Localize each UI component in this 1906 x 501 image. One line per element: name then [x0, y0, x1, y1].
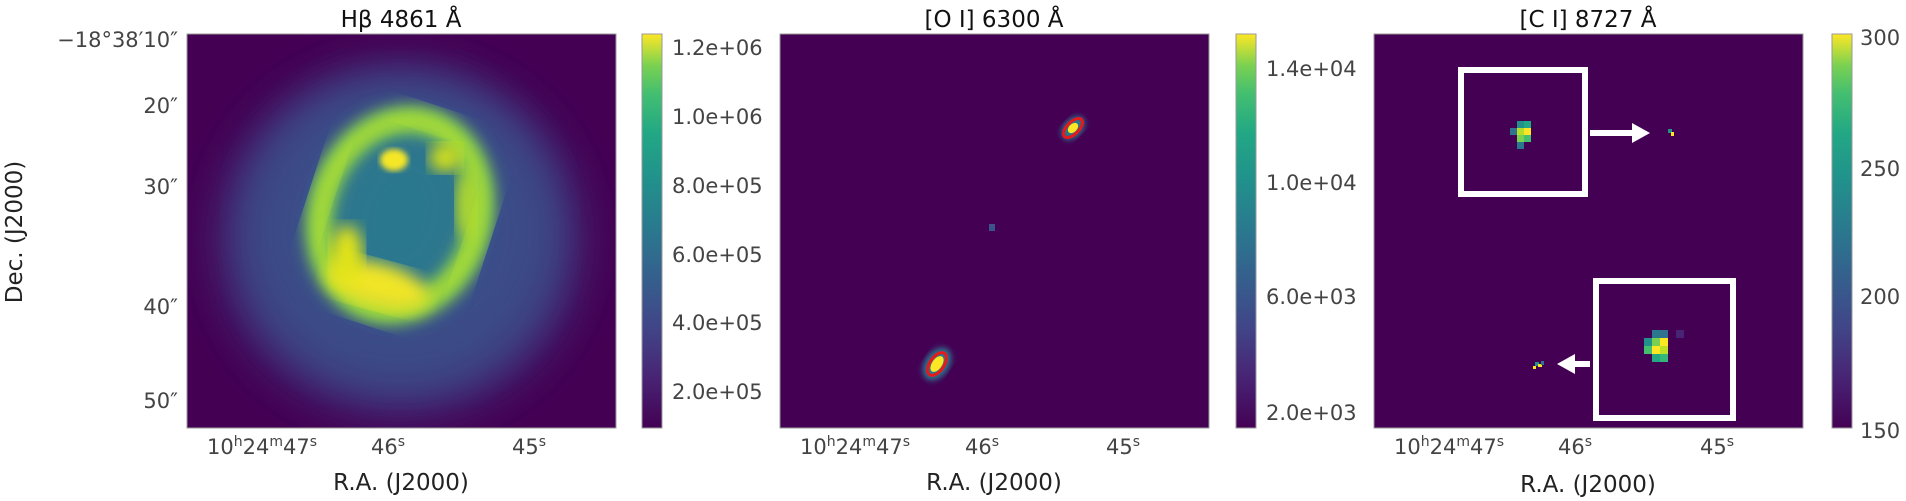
- colorbar-1-ticks: 2.0e+05 4.0e+05 6.0e+05 8.0e+05 1.0e+06 …: [672, 36, 763, 404]
- x-axis-label: R.A. (J2000): [1520, 472, 1656, 498]
- colorbar-tick: 1.0e+04: [1266, 171, 1357, 195]
- panel3-image: [1373, 33, 1804, 429]
- colorbar-tick: 4.0e+05: [672, 311, 763, 335]
- x-tick-label: 46s: [371, 434, 405, 459]
- colorbar-tick: 200: [1860, 285, 1900, 309]
- x-tick-label: 45s: [1106, 434, 1140, 459]
- y-tick-label: 30″: [143, 175, 178, 199]
- x-axis-label: R.A. (J2000): [333, 470, 469, 496]
- colorbar-tick: 300: [1860, 26, 1900, 50]
- panel1-image: [187, 34, 616, 428]
- oi-marker-upper: [1062, 117, 1084, 139]
- y-axis-label: Dec. (J2000): [2, 161, 28, 303]
- y-tick-label: 50″: [143, 389, 178, 413]
- panel2-title: [O I] 6300 Å: [924, 5, 1063, 33]
- oi-marker-lower: [926, 351, 948, 377]
- colorbar-tick: 2.0e+03: [1266, 401, 1357, 425]
- colorbar-tick: 150: [1860, 419, 1900, 443]
- y-tick-label: −18°38′10″: [57, 28, 178, 52]
- colorbar-tick: 1.4e+04: [1266, 57, 1357, 81]
- colorbar-3: [1831, 33, 1853, 429]
- x-tick-label: 46s: [1558, 434, 1592, 459]
- panel1-y-ticks: −18°38′10″ 20″ 30″ 40″ 50″: [57, 28, 178, 413]
- x-axis-label: R.A. (J2000): [926, 470, 1062, 496]
- x-tick-label: 45s: [1700, 434, 1734, 459]
- x-tick-label: 10h24m47s: [1394, 434, 1504, 459]
- colorbar-1: [641, 33, 663, 429]
- panel3-x-ticks: 10h24m47s 46s 45s: [1394, 434, 1734, 459]
- x-tick-label: 10h24m47s: [800, 434, 910, 459]
- colorbar-2-ticks: 2.0e+03 6.0e+03 1.0e+04 1.4e+04: [1266, 57, 1357, 425]
- panel2-x-ticks: 10h24m47s 46s 45s: [800, 434, 1140, 459]
- panel3-title: [C I] 8727 Å: [1520, 5, 1657, 33]
- colorbar-tick: 1.0e+06: [672, 105, 763, 129]
- colorbar-tick: 6.0e+03: [1266, 285, 1357, 309]
- panel1-title: Hβ 4861 Å: [341, 5, 462, 33]
- colorbar-tick: 250: [1860, 157, 1900, 181]
- panel1-x-ticks: 10h24m47s 46s 45s: [207, 434, 546, 459]
- y-tick-label: 40″: [143, 295, 178, 319]
- colorbar-tick: 2.0e+05: [672, 380, 763, 404]
- inset-upper-pixels: [1510, 121, 1531, 149]
- y-tick-label: 20″: [143, 94, 178, 118]
- x-tick-label: 46s: [965, 434, 999, 459]
- colorbar-2: [1235, 33, 1257, 429]
- x-tick-label: 10h24m47s: [207, 434, 317, 459]
- colorbar-3-ticks: 150 200 250 300: [1860, 26, 1900, 443]
- panel2-image: [779, 33, 1210, 429]
- colorbar-tick: 8.0e+05: [672, 174, 763, 198]
- x-tick-label: 45s: [512, 434, 546, 459]
- colorbar-tick: 1.2e+06: [672, 36, 763, 60]
- colorbar-tick: 6.0e+05: [672, 243, 763, 267]
- inset-lower-pixels: [1644, 330, 1684, 362]
